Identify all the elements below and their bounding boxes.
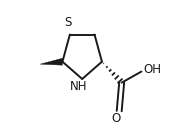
Text: OH: OH [143,63,161,76]
Polygon shape [40,58,62,65]
Text: S: S [64,16,72,29]
Text: NH: NH [70,81,88,93]
Text: O: O [112,112,121,125]
